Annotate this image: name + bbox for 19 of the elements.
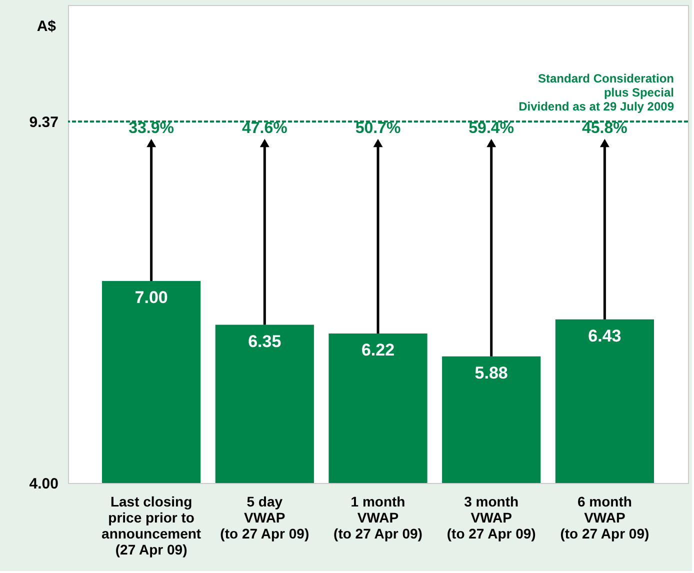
x-tick-label: 1 month VWAP (to 27 Apr 09) <box>334 494 422 542</box>
data-label: 6.22 <box>361 340 395 360</box>
y-axis-title: A$ <box>36 18 57 35</box>
data-label: 7.00 <box>134 288 168 308</box>
annotation: 50.7% <box>355 120 401 138</box>
x-tick-label: Last closing price prior to announcement (27 Apr 09) <box>102 494 202 558</box>
data-label: 5.88 <box>474 363 508 382</box>
annotation: 33.9% <box>128 120 174 138</box>
x-tick-label: 3 month VWAP (to 27 Apr 09) <box>446 494 536 542</box>
x-tick-label: 5 day VWAP (to 27 Apr 09) <box>220 494 310 542</box>
annotation: 47.6% <box>242 120 288 138</box>
annotation: 45.8% <box>582 120 628 138</box>
annotation: 59.4% <box>468 120 514 138</box>
data-label: 6.43 <box>588 326 622 346</box>
ref-line-label: Standard Consideration plus Special Dividend as at 29 July 2009 <box>518 71 674 114</box>
data-label: 6.35 <box>248 332 282 351</box>
y-tick-label: 4.00 <box>29 476 58 492</box>
y-tick-label: 9.37 <box>29 114 58 131</box>
x-tick-label: 6 month VWAP (to 27 Apr 09) <box>560 494 650 542</box>
